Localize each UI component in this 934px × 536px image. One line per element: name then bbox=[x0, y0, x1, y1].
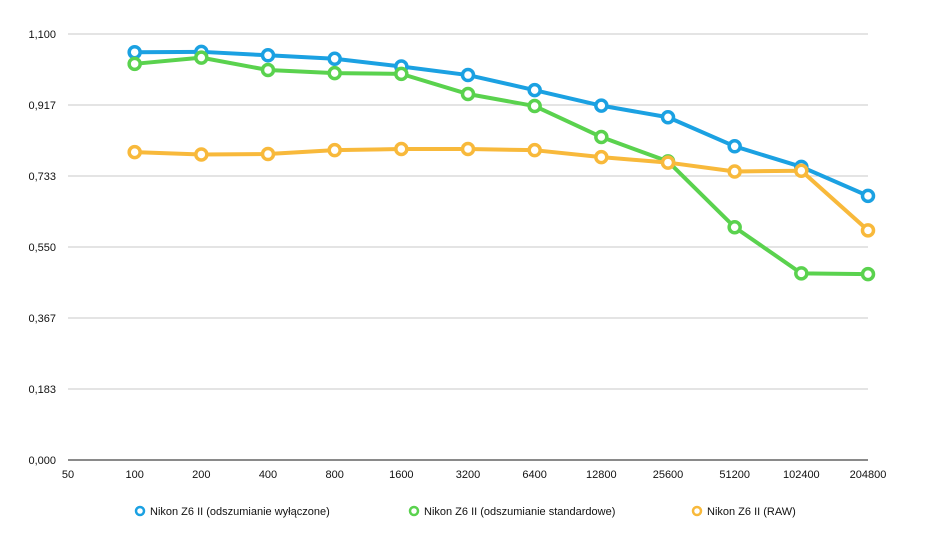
legend-label: Nikon Z6 II (odszumianie wyłączone) bbox=[150, 506, 330, 518]
data-point bbox=[260, 48, 276, 63]
data-point bbox=[794, 266, 809, 281]
y-tick-label: 0,917 bbox=[28, 100, 56, 112]
series-line bbox=[132, 55, 870, 277]
x-tick-label: 3200 bbox=[456, 469, 480, 481]
data-point bbox=[327, 142, 342, 158]
data-point bbox=[594, 149, 609, 165]
data-point bbox=[527, 98, 542, 114]
x-tick-label: 100 bbox=[125, 469, 143, 481]
x-tick-label: 204800 bbox=[850, 469, 887, 481]
data-point bbox=[327, 65, 342, 81]
y-tick-label: 0,550 bbox=[28, 242, 56, 254]
data-point bbox=[727, 139, 742, 154]
x-tick-label: 800 bbox=[325, 469, 343, 481]
series-lines bbox=[127, 44, 876, 282]
data-point bbox=[594, 98, 609, 113]
data-point bbox=[860, 223, 876, 238]
x-tick-label: 1600 bbox=[389, 469, 413, 481]
x-tick-label: 6400 bbox=[522, 469, 546, 481]
grid-lines bbox=[68, 33, 868, 461]
y-tick-label: 0,733 bbox=[28, 171, 56, 183]
data-point bbox=[660, 110, 676, 125]
data-point bbox=[727, 164, 742, 179]
series-line bbox=[132, 49, 870, 198]
data-point bbox=[260, 146, 276, 162]
axes: 0,000 0,183 0,367 0,550 0,733 0,917 1,100 50 100… bbox=[28, 29, 886, 481]
data-point bbox=[127, 144, 142, 160]
x-tick-label: 50 bbox=[62, 469, 74, 481]
data-point bbox=[127, 44, 142, 60]
series-1 bbox=[127, 44, 876, 204]
data-point bbox=[527, 82, 542, 98]
data-point bbox=[127, 56, 142, 72]
legend-item: Nikon Z6 II (RAW) bbox=[691, 505, 796, 518]
x-tick-label: 400 bbox=[259, 469, 277, 481]
data-point bbox=[794, 163, 809, 178]
data-point bbox=[327, 51, 342, 67]
data-point bbox=[727, 219, 742, 235]
data-point bbox=[394, 141, 409, 157]
data-point bbox=[594, 129, 609, 145]
data-point bbox=[660, 155, 676, 170]
legend-label: Nikon Z6 II (RAW) bbox=[707, 506, 796, 518]
legend-marker bbox=[691, 505, 703, 517]
data-point bbox=[260, 62, 276, 78]
y-tick-label: 0,000 bbox=[28, 455, 56, 467]
legend-item: Nikon Z6 II (odszumianie standardowe) bbox=[408, 505, 615, 518]
data-point bbox=[527, 142, 542, 158]
legend-marker bbox=[134, 505, 146, 517]
y-tick-label: 1,100 bbox=[28, 29, 56, 41]
data-point bbox=[860, 266, 876, 282]
x-tick-label: 12800 bbox=[586, 469, 617, 481]
data-point bbox=[460, 141, 476, 157]
data-point bbox=[860, 188, 876, 204]
x-tick-label: 25600 bbox=[653, 469, 684, 481]
legend-item: Nikon Z6 II (odszumianie wyłączone) bbox=[134, 505, 330, 518]
legend-marker bbox=[408, 505, 420, 517]
x-tick-label: 200 bbox=[192, 469, 210, 481]
series-line bbox=[132, 147, 870, 233]
series-3 bbox=[127, 141, 876, 238]
data-point bbox=[460, 86, 476, 102]
series-2 bbox=[127, 50, 876, 282]
x-tick-label: 51200 bbox=[719, 469, 750, 481]
legend: Nikon Z6 II (odszumianie wyłączone) Nikon… bbox=[134, 505, 796, 518]
data-point bbox=[394, 66, 409, 82]
y-tick-label: 0,367 bbox=[28, 313, 56, 325]
x-tick-label: 102400 bbox=[783, 469, 820, 481]
data-point bbox=[194, 50, 209, 65]
data-point bbox=[460, 67, 476, 83]
legend-label: Nikon Z6 II (odszumianie standardowe) bbox=[424, 506, 615, 518]
y-tick-label: 0,183 bbox=[28, 384, 56, 396]
data-point bbox=[194, 147, 209, 162]
